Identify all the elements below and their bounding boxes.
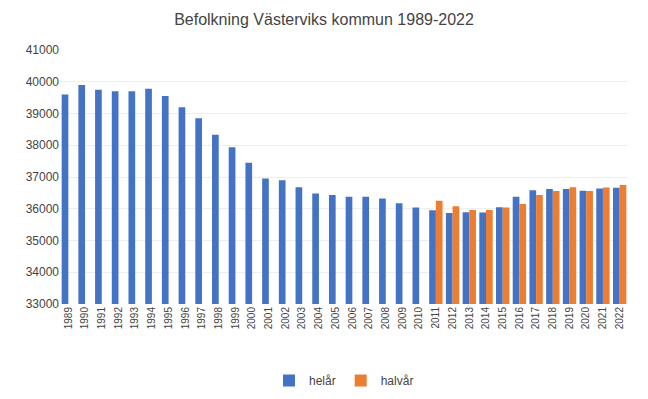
svg-text:1994: 1994 — [146, 307, 157, 330]
svg-text:35000: 35000 — [26, 234, 60, 248]
svg-text:40000: 40000 — [26, 75, 60, 89]
svg-text:2010: 2010 — [413, 307, 424, 330]
svg-text:2008: 2008 — [380, 307, 391, 330]
svg-text:1993: 1993 — [129, 307, 140, 330]
svg-text:2019: 2019 — [564, 307, 575, 330]
svg-text:1995: 1995 — [163, 307, 174, 330]
svg-text:1998: 1998 — [213, 307, 224, 330]
svg-text:2009: 2009 — [397, 307, 408, 330]
svg-text:38000: 38000 — [26, 138, 60, 152]
svg-text:2001: 2001 — [263, 307, 274, 330]
svg-text:1992: 1992 — [113, 307, 124, 330]
svg-text:2006: 2006 — [347, 307, 358, 330]
svg-text:2007: 2007 — [363, 307, 374, 330]
svg-text:39000: 39000 — [26, 107, 60, 121]
svg-text:1996: 1996 — [180, 307, 191, 330]
svg-text:36000: 36000 — [26, 202, 60, 216]
svg-text:2015: 2015 — [497, 307, 508, 330]
svg-text:halvår: halvår — [381, 374, 414, 388]
svg-text:37000: 37000 — [26, 170, 60, 184]
svg-text:2000: 2000 — [246, 307, 257, 330]
svg-text:2018: 2018 — [547, 307, 558, 330]
svg-text:2016: 2016 — [514, 307, 525, 330]
svg-text:2017: 2017 — [530, 307, 541, 330]
svg-text:1989: 1989 — [63, 307, 74, 330]
svg-text:2014: 2014 — [480, 307, 491, 330]
svg-text:2022: 2022 — [614, 307, 625, 330]
svg-text:2013: 2013 — [464, 307, 475, 330]
svg-text:1999: 1999 — [230, 307, 241, 330]
svg-text:1990: 1990 — [79, 307, 90, 330]
svg-text:2012: 2012 — [447, 307, 458, 330]
svg-text:2003: 2003 — [296, 307, 307, 330]
svg-text:1997: 1997 — [196, 307, 207, 330]
svg-text:2005: 2005 — [330, 307, 341, 330]
svg-text:2020: 2020 — [580, 307, 591, 330]
svg-text:helår: helår — [309, 374, 336, 388]
svg-text:34000: 34000 — [26, 265, 60, 279]
svg-text:Befolkning Västerviks kommun 1: Befolkning Västerviks kommun 1989-2022 — [174, 11, 474, 28]
svg-text:2011: 2011 — [430, 307, 441, 329]
svg-text:2021: 2021 — [597, 307, 608, 330]
svg-text:1991: 1991 — [96, 307, 107, 330]
svg-text:33000: 33000 — [26, 297, 60, 311]
svg-text:41000: 41000 — [26, 43, 60, 57]
svg-text:2002: 2002 — [280, 307, 291, 330]
svg-text:2004: 2004 — [313, 307, 324, 330]
